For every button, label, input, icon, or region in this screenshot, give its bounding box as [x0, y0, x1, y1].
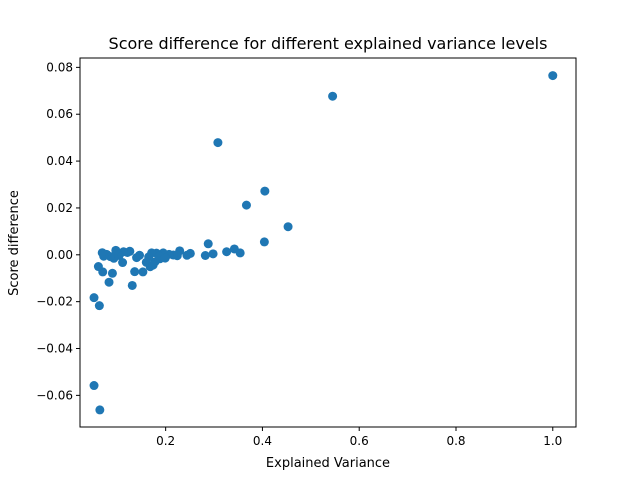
data-point-12	[200, 251, 210, 260]
y-tick-label: −0.02	[36, 295, 73, 309]
y-tick-label: 0.02	[46, 201, 73, 215]
data-point-6	[259, 237, 269, 247]
data-point-10	[235, 248, 245, 258]
y-tick-label: 0.00	[46, 248, 73, 262]
data-point-2	[213, 138, 223, 148]
data-point-53	[160, 253, 170, 263]
data-point-4	[241, 200, 251, 210]
data-point-1	[328, 91, 338, 101]
data-point-0	[548, 71, 558, 81]
chart-title: Score difference for different explained…	[109, 34, 548, 53]
y-axis-label: Score difference	[7, 190, 22, 296]
y-tick-label: 0.08	[46, 60, 73, 74]
data-point-39	[107, 268, 117, 278]
y-tick-label: −0.06	[36, 388, 73, 402]
data-point-44	[97, 248, 107, 258]
x-axis-label: Explained Variance	[266, 456, 390, 471]
data-point-5	[283, 222, 293, 232]
y-tick-label: −0.04	[36, 342, 73, 356]
x-tick-label: 0.4	[253, 434, 272, 448]
data-point-41	[104, 277, 114, 287]
data-point-27	[141, 257, 151, 267]
data-point-37	[111, 245, 121, 255]
data-point-47	[94, 301, 104, 311]
data-point-50	[95, 405, 105, 415]
data-point-54	[148, 260, 158, 270]
data-point-51	[127, 280, 137, 290]
x-tick-label: 0.8	[446, 434, 465, 448]
data-point-49	[89, 381, 99, 391]
data-point-35	[118, 258, 128, 268]
data-point-7	[203, 239, 213, 249]
data-point-3	[260, 186, 270, 196]
points-layer	[89, 71, 558, 415]
data-point-46	[93, 262, 103, 272]
data-point-48	[89, 293, 99, 303]
data-point-28	[138, 267, 148, 277]
ticks-layer: 0.2 0.4 0.6 0.8 1.0 −0.06 −0.04 −0.02 0.00 0.02 0.…	[36, 60, 562, 448]
y-tick-label: 0.06	[46, 107, 73, 121]
x-tick-label: 0.2	[156, 434, 175, 448]
data-point-14	[182, 250, 192, 260]
data-point-11	[208, 249, 218, 259]
data-point-31	[130, 267, 140, 277]
data-point-30	[132, 253, 142, 263]
x-tick-label: 0.6	[350, 434, 369, 448]
data-point-9	[222, 247, 232, 257]
x-tick-label: 1.0	[543, 434, 562, 448]
plot-frame	[79, 57, 577, 428]
y-tick-label: 0.04	[46, 154, 73, 168]
